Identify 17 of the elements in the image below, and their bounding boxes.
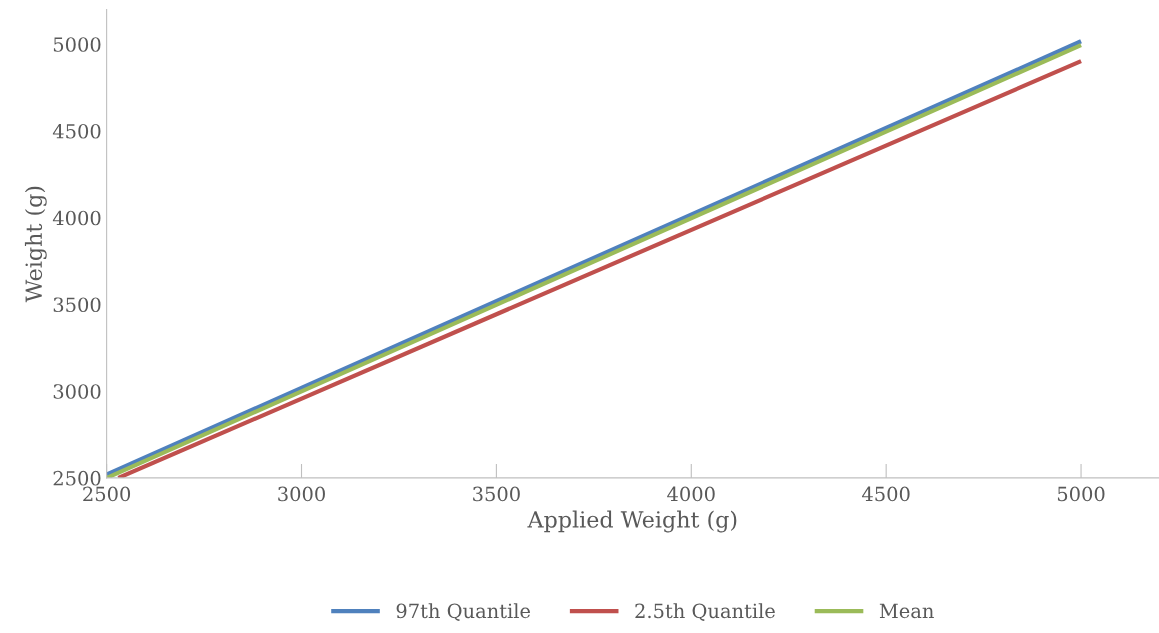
x-tick-label: 2500 bbox=[83, 486, 131, 502]
y-tick-label: 4500 bbox=[52, 123, 101, 139]
y-tick-label: 4000 bbox=[52, 210, 101, 226]
y-tick-label: 3000 bbox=[53, 384, 101, 399]
legend-label: 2.5th Quantile bbox=[635, 603, 775, 622]
x-tick-label: 4500 bbox=[862, 486, 910, 502]
y-tick-label: 3500 bbox=[53, 297, 101, 313]
y-tick-label: 5000 bbox=[53, 37, 101, 52]
x-tick-label: 3500 bbox=[473, 486, 520, 502]
legend-label: 97th Quantile bbox=[396, 603, 531, 622]
y-tick-label: 2500 bbox=[53, 470, 101, 486]
y-axis-title: Weight (g) bbox=[24, 186, 47, 303]
x-tick-label: 5000 bbox=[1057, 486, 1105, 502]
legend-label: Mean bbox=[879, 603, 934, 619]
x-axis-title: Applied Weight (g) bbox=[527, 510, 737, 533]
x-tick-label: 3000 bbox=[278, 486, 325, 502]
x-tick-label: 4000 bbox=[667, 486, 715, 502]
